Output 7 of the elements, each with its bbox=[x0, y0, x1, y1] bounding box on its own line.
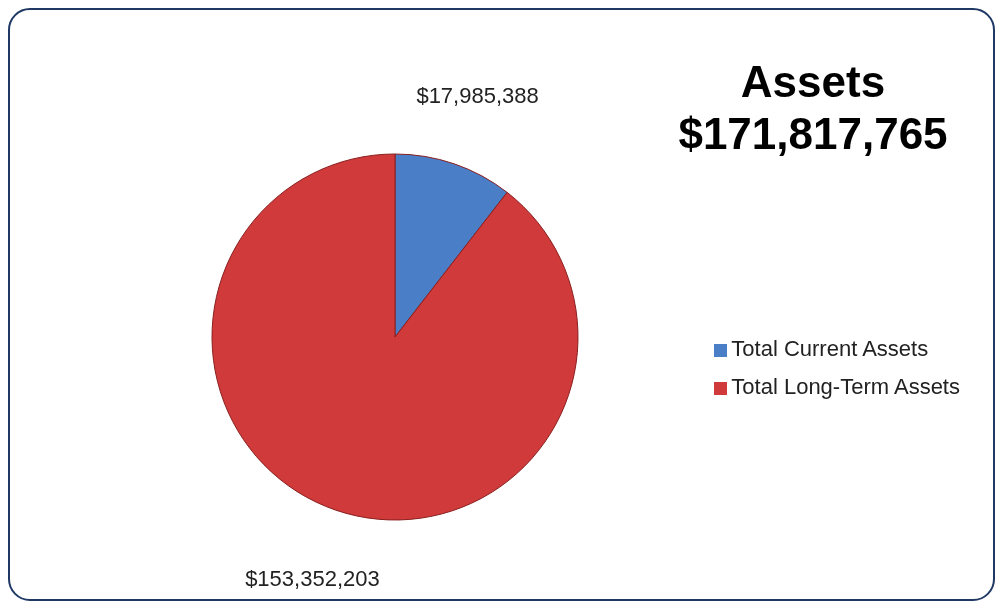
data-label: $17,985,388 bbox=[416, 83, 539, 109]
legend-label: Total Long-Term Assets bbox=[731, 374, 960, 399]
pie-slice bbox=[211, 153, 579, 521]
text: $171,817,765 bbox=[678, 109, 948, 158]
chart-title: Assets bbox=[739, 56, 887, 108]
data-label: $153,352,203 bbox=[245, 565, 380, 591]
legend-label: Total Current Assets bbox=[731, 336, 929, 361]
